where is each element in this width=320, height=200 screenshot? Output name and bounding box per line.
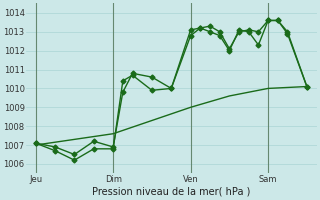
- X-axis label: Pression niveau de la mer( hPa ): Pression niveau de la mer( hPa ): [92, 187, 251, 197]
